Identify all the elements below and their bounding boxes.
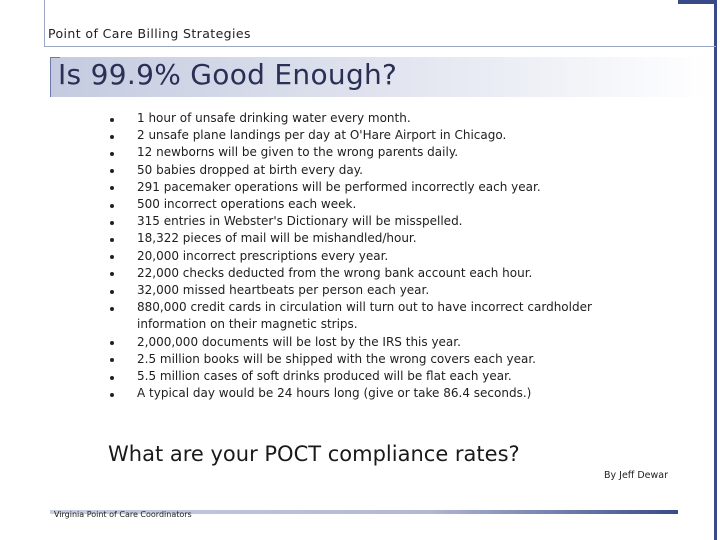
title-bracket-top bbox=[50, 57, 60, 58]
list-item: 291 pacemaker operations will be perform… bbox=[104, 179, 624, 196]
header-title: Point of Care Billing Strategies bbox=[48, 26, 251, 41]
bullet-text: 2 unsafe plane landings per day at O'Har… bbox=[137, 128, 507, 143]
bullet-text: 50 babies dropped at birth every day. bbox=[137, 162, 363, 177]
bullet-icon bbox=[110, 272, 114, 277]
bullet-text: 880,000 credit cards in circulation will… bbox=[137, 300, 592, 332]
bullet-icon bbox=[110, 341, 114, 346]
bullet-icon bbox=[110, 358, 114, 363]
closing-question: What are your POCT compliance rates? bbox=[108, 442, 520, 466]
header-left-rule bbox=[44, 0, 45, 46]
list-item: 5.5 million cases of soft drinks produce… bbox=[104, 368, 624, 385]
bullet-text: 315 entries in Webster's Dictionary will… bbox=[137, 214, 463, 229]
bullet-icon bbox=[110, 375, 114, 380]
bullet-icon bbox=[110, 392, 114, 397]
list-item: 50 babies dropped at birth every day. bbox=[104, 162, 624, 179]
list-item: 32,000 missed heartbeats per person each… bbox=[104, 282, 624, 299]
bullet-icon bbox=[110, 134, 114, 139]
bullet-icon bbox=[110, 220, 114, 225]
bullet-text: 1 hour of unsafe drinking water every mo… bbox=[137, 111, 411, 125]
right-edge-rule bbox=[714, 0, 717, 540]
bullet-icon bbox=[110, 289, 114, 294]
list-item: 18,322 pieces of mail will be mishandled… bbox=[104, 230, 624, 247]
bullet-text: 20,000 incorrect prescriptions every yea… bbox=[137, 248, 389, 263]
author-credit: By Jeff Dewar bbox=[604, 470, 669, 481]
bullet-icon bbox=[110, 151, 114, 156]
bullet-text: 2.5 million books will be shipped with t… bbox=[137, 351, 536, 366]
bullet-text: 5.5 million cases of soft drinks produce… bbox=[137, 369, 512, 384]
title-band bbox=[50, 57, 710, 97]
list-item: 12 newborns will be given to the wrong p… bbox=[104, 144, 624, 161]
bullet-text: 22,000 checks deducted from the wrong ba… bbox=[137, 265, 533, 280]
list-item: 500 incorrect operations each week. bbox=[104, 196, 624, 213]
list-item: A typical day would be 24 hours long (gi… bbox=[104, 385, 624, 402]
bullet-icon bbox=[110, 255, 114, 260]
bullet-text: A typical day would be 24 hours long (gi… bbox=[137, 386, 532, 401]
bullet-text: 500 incorrect operations each week. bbox=[137, 197, 357, 212]
bullet-list: 1 hour of unsafe drinking water every mo… bbox=[104, 110, 624, 402]
list-item: 315 entries in Webster's Dictionary will… bbox=[104, 213, 624, 230]
list-item: 880,000 credit cards in circulation will… bbox=[104, 299, 624, 333]
bullet-icon bbox=[110, 186, 114, 191]
bullet-icon bbox=[110, 306, 114, 311]
bullet-text: 32,000 missed heartbeats per person each… bbox=[137, 283, 430, 298]
list-item: 2,000,000 documents will be lost by the … bbox=[104, 334, 624, 351]
header-divider bbox=[44, 46, 716, 47]
footer-rule bbox=[50, 510, 678, 514]
bullet-icon bbox=[110, 203, 114, 208]
title-bracket-left bbox=[50, 57, 51, 97]
bullet-icon bbox=[110, 237, 114, 242]
bullet-text: 12 newborns will be given to the wrong p… bbox=[137, 145, 459, 160]
bullet-text: 291 pacemaker operations will be perform… bbox=[137, 179, 541, 194]
list-item: 1 hour of unsafe drinking water every mo… bbox=[104, 110, 624, 127]
bullet-icon bbox=[110, 169, 114, 174]
slide-title: Is 99.9% Good Enough? bbox=[58, 58, 398, 91]
bullet-text: 2,000,000 documents will be lost by the … bbox=[137, 334, 461, 349]
bullet-icon bbox=[110, 117, 114, 122]
list-item: 20,000 incorrect prescriptions every yea… bbox=[104, 248, 624, 265]
list-item: 22,000 checks deducted from the wrong ba… bbox=[104, 265, 624, 282]
top-right-accent-bar bbox=[678, 0, 716, 4]
footer-organization: Virginia Point of Care Coordinators bbox=[54, 510, 192, 519]
list-item: 2.5 million books will be shipped with t… bbox=[104, 351, 624, 368]
list-item: 2 unsafe plane landings per day at O'Har… bbox=[104, 127, 624, 144]
bullet-text: 18,322 pieces of mail will be mishandled… bbox=[137, 231, 417, 246]
